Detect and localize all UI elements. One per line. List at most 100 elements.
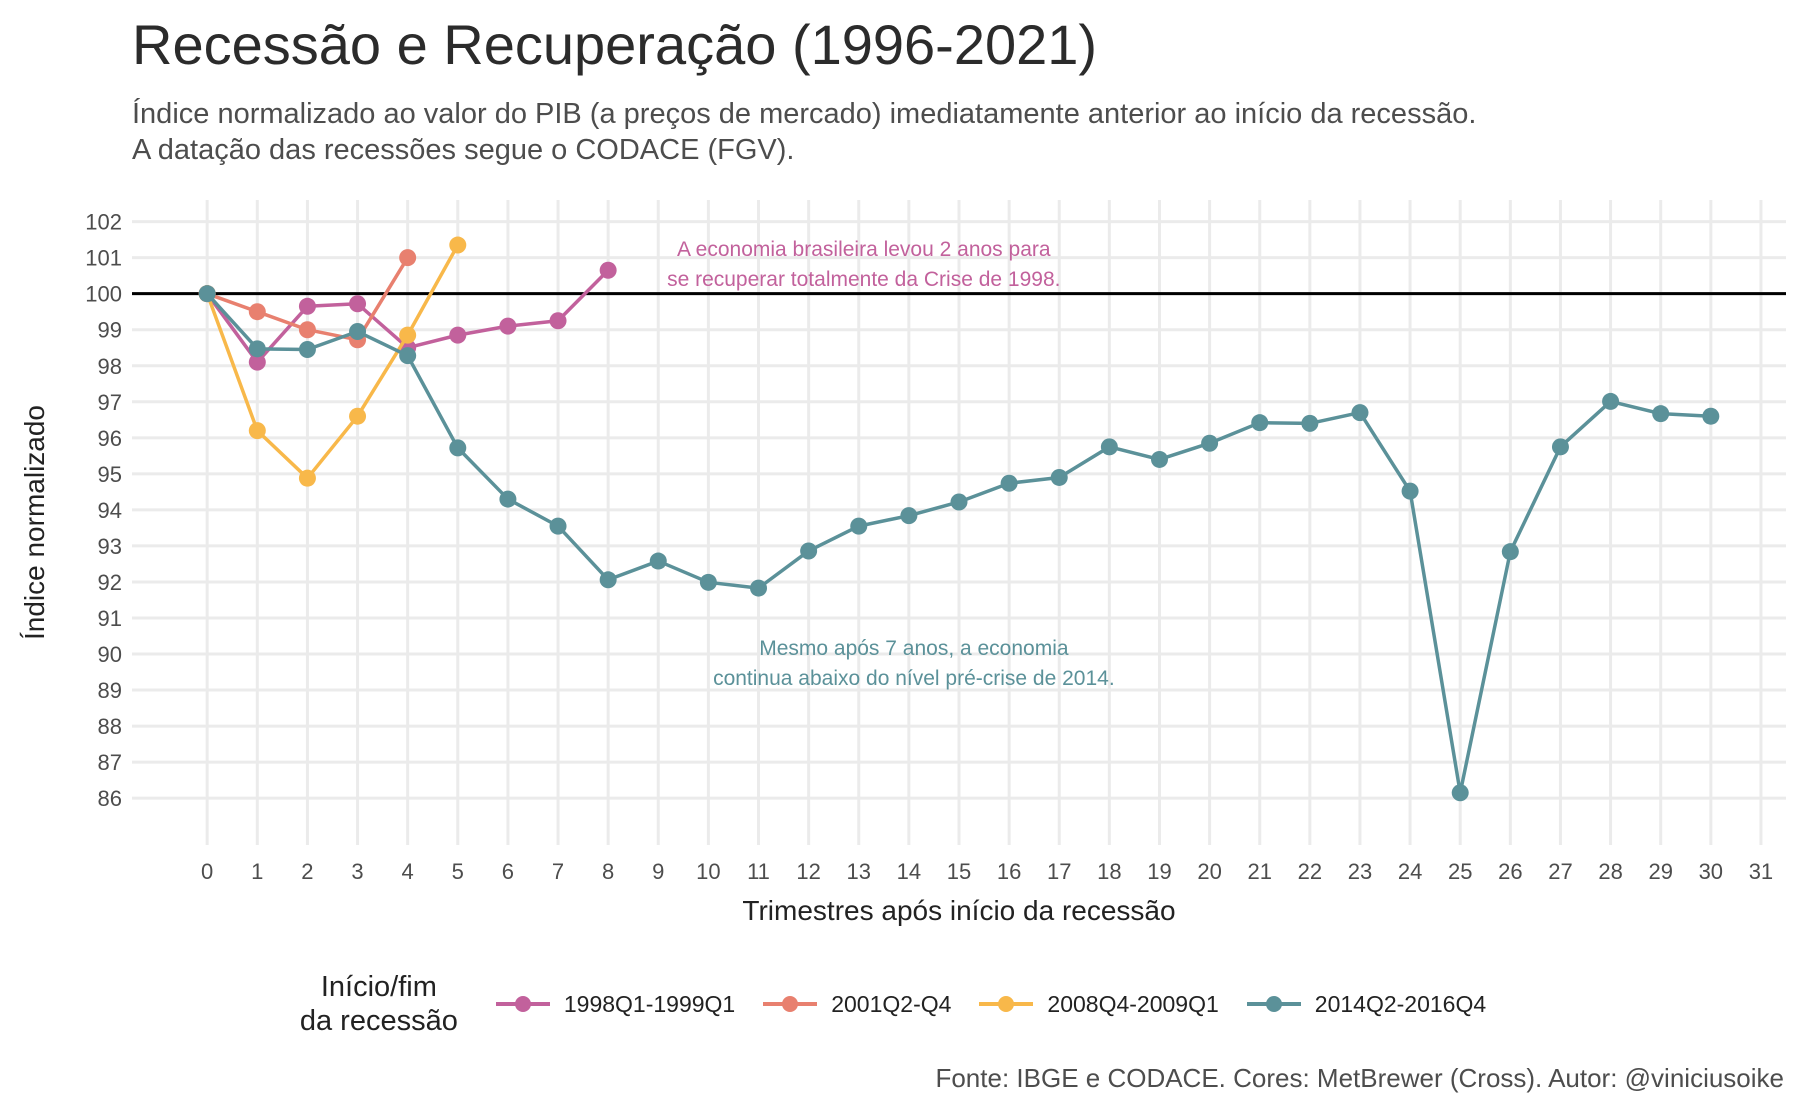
x-tick-label: 18 (1097, 859, 1121, 884)
annotation-line: continua abaixo do nível pré-crise de 20… (713, 667, 1115, 690)
data-point (699, 573, 717, 591)
legend-item: 2014Q2-2016Q4 (1246, 990, 1487, 1018)
data-point (349, 295, 367, 313)
annotation-line: Mesmo após 7 anos, a economia (759, 637, 1069, 660)
annotation: Mesmo após 7 anos, a economia continua ab… (713, 637, 1115, 690)
x-tick-label: 11 (747, 859, 770, 884)
data-point (499, 490, 517, 508)
legend-key (763, 992, 818, 1016)
data-point (800, 542, 818, 560)
data-point (1251, 414, 1269, 432)
x-tick-label: 0 (201, 859, 213, 884)
x-tick-label: 14 (897, 859, 921, 884)
x-tick-label: 27 (1548, 859, 1572, 884)
legend-key (979, 992, 1034, 1016)
x-tick-label: 15 (947, 859, 971, 884)
x-tick-label: 16 (997, 859, 1021, 884)
y-tick-label: 88 (98, 714, 122, 739)
data-point (298, 321, 316, 339)
data-point (1501, 543, 1519, 561)
data-point (1351, 404, 1369, 422)
x-tick-label: 2 (301, 859, 313, 884)
y-tick-label: 102 (85, 210, 122, 235)
legend-label: 1998Q1-1999Q1 (563, 990, 736, 1017)
series-line (205, 244, 460, 480)
data-point (399, 347, 417, 365)
x-tick-label: 4 (402, 859, 414, 884)
x-tick-label: 30 (1699, 859, 1723, 884)
legend-label: 2008Q4-2009Q1 (1047, 990, 1219, 1017)
y-axis-title: Índice normalizado (19, 405, 50, 640)
data-point (599, 571, 617, 589)
y-tick-label: 87 (98, 750, 122, 775)
x-tick-label: 21 (1247, 859, 1271, 884)
series-2008Q4-2009Q1 (198, 236, 467, 487)
legend-label: 2001Q2-Q4 (831, 990, 952, 1017)
data-point (1150, 450, 1168, 468)
x-tick-labels: 0 1 2 3 4 5 6 7 8 9 10 11 12 13 14 15 16 17 18 19 20 21 22 23 24… (201, 859, 1773, 884)
line-chart: 0 1 2 3 4 5 6 7 8 9 10 11 12 13 14 15 16 17 18 19 20 21 22 23 24… (19, 200, 1786, 926)
x-tick-label: 12 (796, 859, 820, 884)
data-point (599, 261, 617, 279)
data-point (900, 507, 918, 525)
data-point (649, 552, 667, 570)
data-point (248, 303, 266, 321)
subtitle-line-1: Índice normalizado ao valor do PIB (a pr… (132, 98, 1477, 130)
data-point (549, 312, 567, 330)
x-tick-label: 24 (1398, 859, 1422, 884)
legend-title: Início/fim da recessão (300, 970, 458, 1038)
y-tick-label: 97 (98, 390, 122, 415)
x-tick-label: 20 (1197, 859, 1221, 884)
annotations: A economia brasileira levou 2 anos para s… (667, 238, 1115, 690)
data-point (950, 493, 968, 511)
x-tick-label: 3 (351, 859, 363, 884)
data-point (1000, 474, 1018, 492)
legend-item: 2001Q2-Q4 (763, 991, 951, 1018)
x-tick-label: 28 (1598, 859, 1622, 884)
y-tick-label: 98 (98, 354, 122, 379)
x-tick-label: 9 (652, 859, 664, 884)
legend-key (495, 992, 550, 1016)
x-axis-title: Trimestres após início da recessão (742, 895, 1175, 926)
data-point (449, 236, 467, 254)
y-tick-label: 94 (98, 498, 122, 523)
data-point (349, 323, 367, 341)
data-point (1201, 434, 1219, 452)
y-tick-label: 96 (98, 426, 122, 451)
series-group (198, 236, 1720, 802)
data-point (399, 249, 417, 267)
data-point (399, 326, 417, 344)
data-point (298, 469, 316, 487)
subtitle-line-2: A datação das recessões segue o CODACE (… (132, 134, 795, 166)
data-point (248, 422, 266, 440)
y-tick-label: 90 (98, 642, 122, 667)
y-tick-label: 89 (98, 678, 122, 703)
data-point (1401, 482, 1419, 500)
data-point (198, 285, 216, 303)
data-point (499, 317, 517, 335)
data-point (449, 326, 467, 344)
legend-label: 2014Q2-2016Q4 (1314, 990, 1487, 1017)
data-point (298, 341, 316, 359)
legend-key (1246, 992, 1301, 1016)
legend-title-line-2: da recessão (299, 1005, 458, 1037)
legend-item: 2008Q4-2009Q1 (979, 990, 1219, 1018)
y-tick-label: 95 (98, 462, 122, 487)
x-tick-label: 5 (452, 859, 464, 884)
annotation-line: A economia brasileira levou 2 anos para (677, 238, 1051, 261)
data-point (1702, 407, 1720, 425)
data-point (1100, 438, 1118, 456)
x-tick-label: 8 (602, 859, 614, 884)
data-point (1602, 392, 1620, 410)
x-tick-label: 17 (1047, 859, 1071, 884)
chart-title: Recessão e Recuperação (1996-2021) (132, 13, 1098, 76)
x-tick-label: 22 (1298, 859, 1322, 884)
chart-subtitle: Índice normalizado ao valor do PIB (a pr… (132, 96, 1476, 168)
data-point (298, 297, 316, 315)
data-point (1050, 468, 1068, 486)
x-tick-label: 6 (502, 859, 514, 884)
chart-caption: Fonte: IBGE e CODACE. Cores: MetBrewer (… (935, 1063, 1784, 1093)
y-tick-label: 101 (85, 246, 122, 271)
y-tick-label: 92 (98, 570, 122, 595)
data-point (850, 517, 868, 535)
